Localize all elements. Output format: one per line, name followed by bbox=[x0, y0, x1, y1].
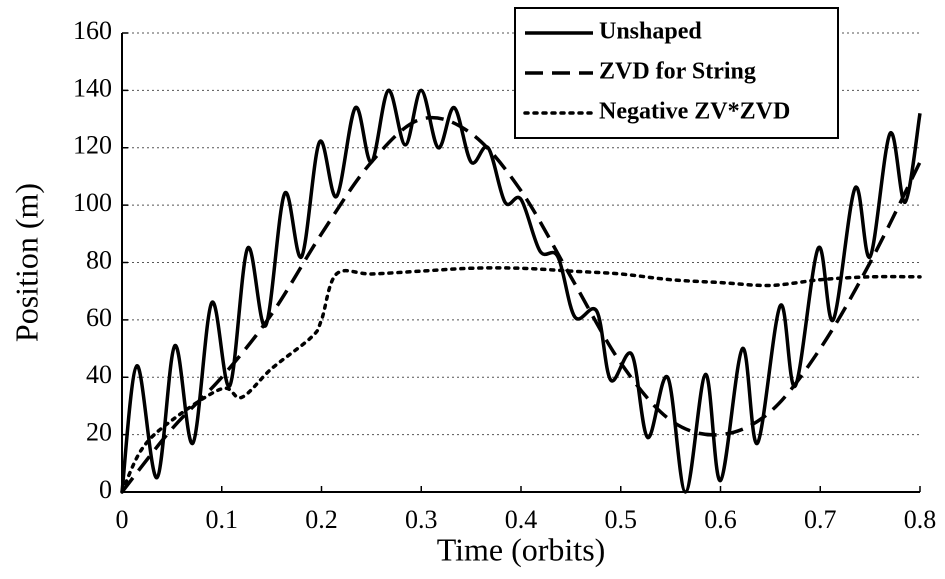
y-tick-label: 40 bbox=[86, 360, 112, 389]
y-tick-label: 80 bbox=[86, 245, 112, 274]
x-axis-label: Time (orbits) bbox=[437, 531, 606, 567]
legend-label: Negative ZV*ZVD bbox=[599, 99, 790, 125]
x-tick-label: 0.7 bbox=[804, 505, 837, 534]
x-tick-label: 0.6 bbox=[704, 505, 737, 534]
y-tick-label: 120 bbox=[73, 131, 112, 160]
legend-label: Unshaped bbox=[599, 19, 702, 45]
x-tick-label: 0.5 bbox=[605, 505, 638, 534]
y-tick-label: 20 bbox=[86, 418, 112, 447]
series-line bbox=[120, 115, 922, 494]
x-tick-label: 0.8 bbox=[904, 505, 937, 534]
legend: Unshaped ZVD for String Negative ZV*ZVD bbox=[514, 7, 839, 139]
x-tick-label: 0 bbox=[116, 505, 129, 534]
y-tick-label: 0 bbox=[99, 475, 112, 504]
series-line bbox=[120, 266, 922, 494]
y-axis-label: Position (m) bbox=[8, 183, 44, 342]
x-tick-label: 0.4 bbox=[505, 505, 538, 534]
y-tick-label: 140 bbox=[73, 73, 112, 102]
y-tick-label: 160 bbox=[73, 16, 112, 45]
series-line bbox=[120, 88, 922, 494]
y-tick-label: 100 bbox=[73, 188, 112, 217]
x-tick-label: 0.1 bbox=[206, 505, 239, 534]
legend-label: ZVD for String bbox=[599, 59, 756, 85]
x-tick-label: 0.2 bbox=[305, 505, 338, 534]
y-tick-label: 60 bbox=[86, 303, 112, 332]
x-tick-label: 0.3 bbox=[405, 505, 438, 534]
